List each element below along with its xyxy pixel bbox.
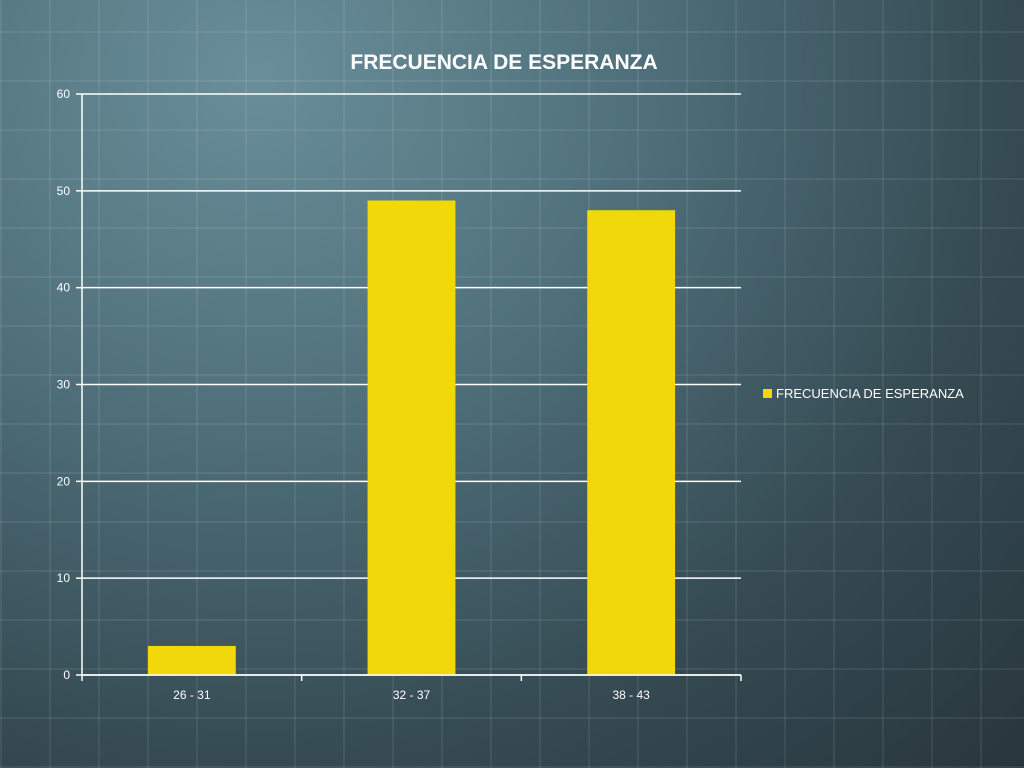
x-tick-label: 32 - 37 [393,688,431,702]
axes: 0 10 20 30 40 50 60 26 - 31 32 - 37 38 - 43 [57,87,742,702]
y-tick-label: 50 [57,184,71,198]
bar-38-43 [587,210,676,675]
bar-26-31 [147,645,236,675]
y-tick-label: 60 [57,87,71,101]
y-tick-label: 10 [57,571,71,585]
chart-title: FRECUENCIA DE ESPERANZA [350,51,657,74]
legend-label: FRECUENCIA DE ESPERANZA [776,386,964,401]
y-tick-label: 40 [57,281,71,295]
x-tick-label: 38 - 43 [612,688,650,702]
bars [147,200,676,675]
legend-swatch [763,389,772,398]
y-tick-label: 20 [57,474,71,488]
bar-32-37 [367,200,456,675]
legend: FRECUENCIA DE ESPERANZA [763,386,964,401]
y-tick-label: 30 [57,378,71,392]
y-tick-label: 0 [63,668,70,682]
x-tick-label: 26 - 31 [173,688,211,702]
